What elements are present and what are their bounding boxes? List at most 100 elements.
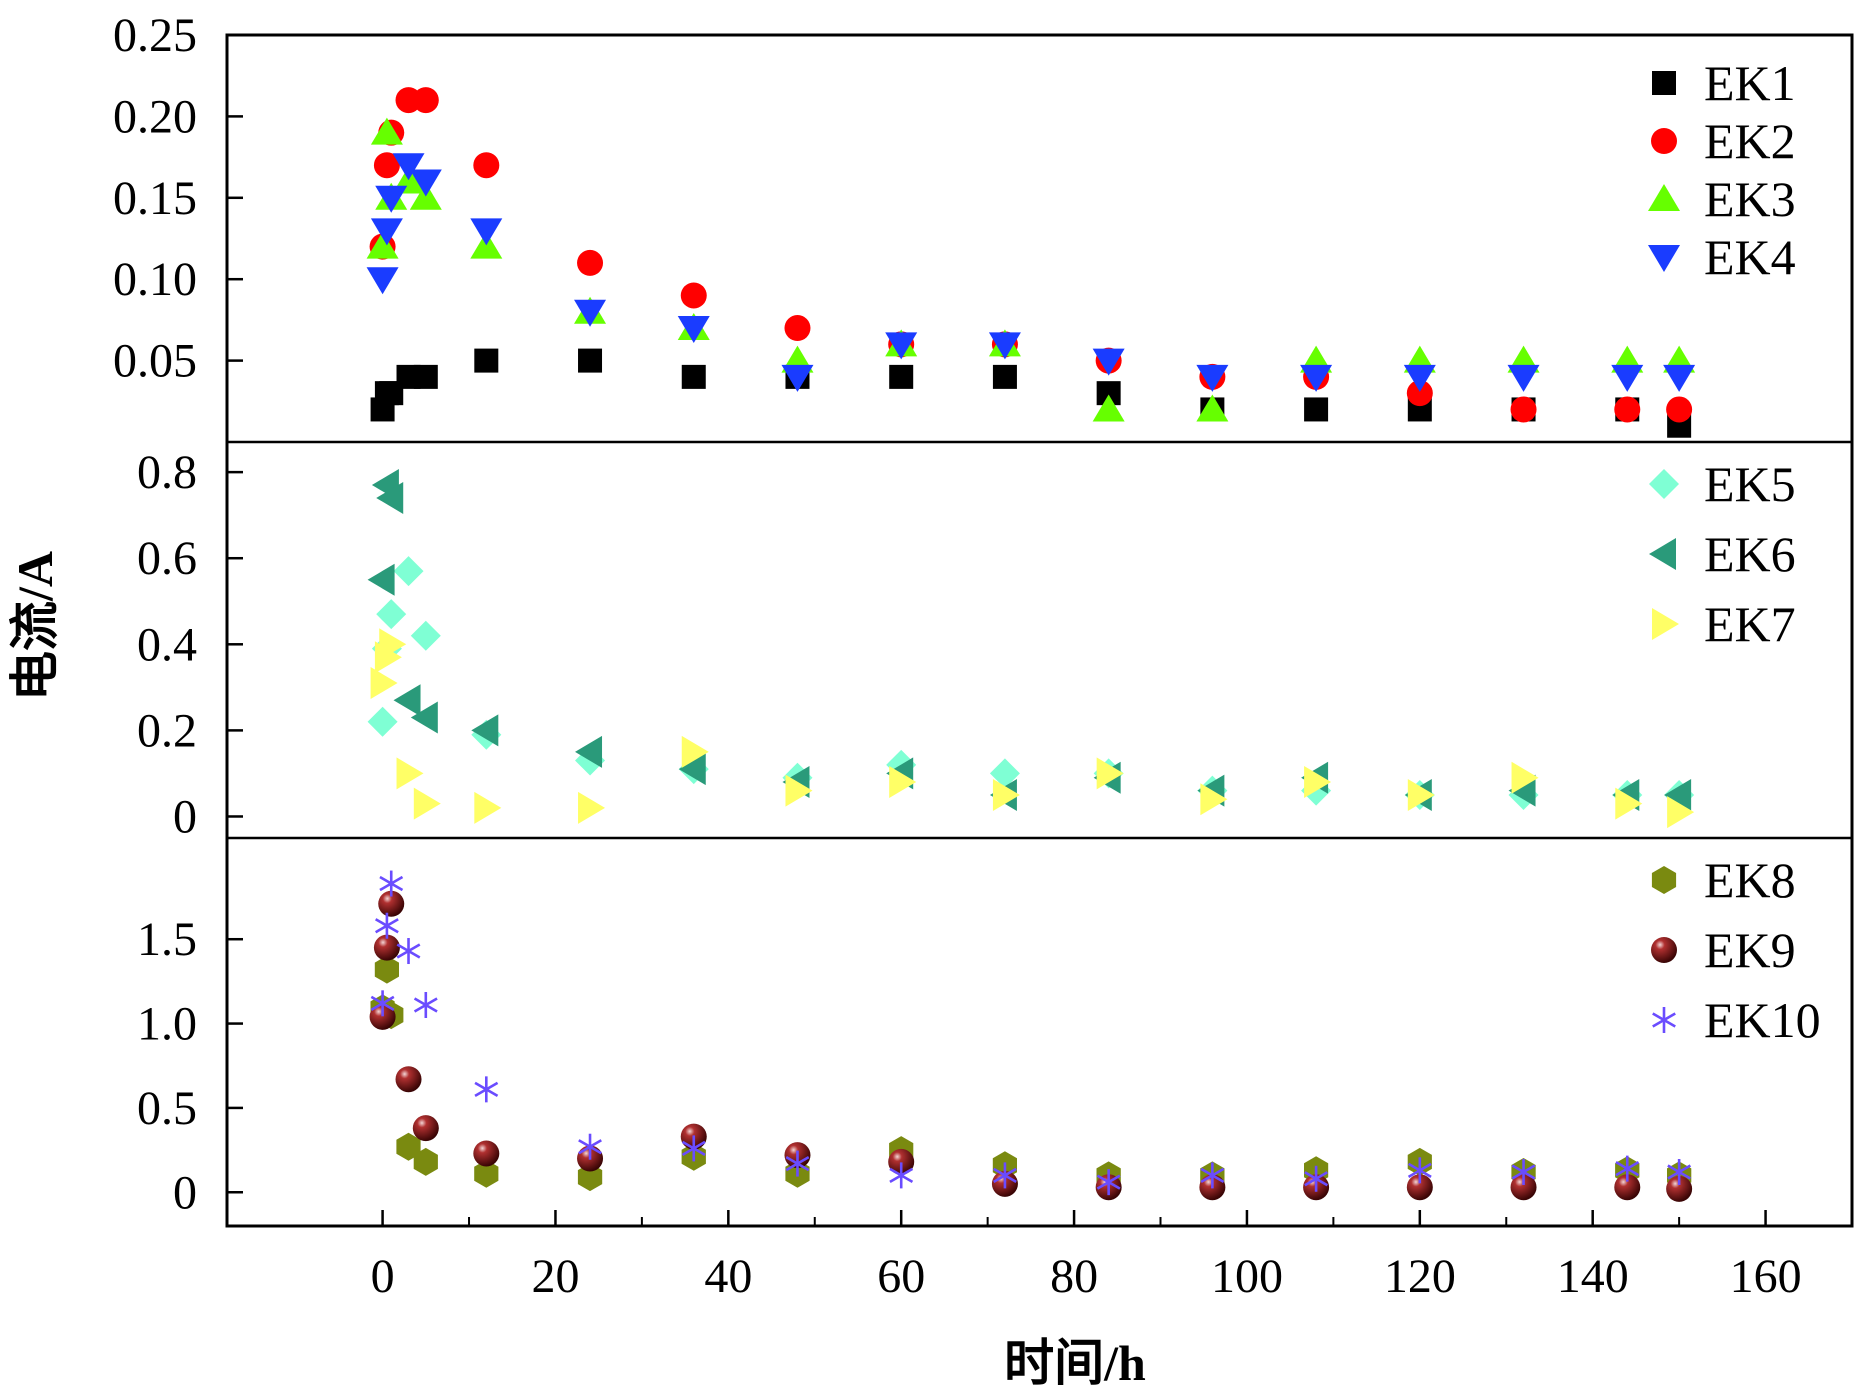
data-point <box>1304 766 1332 799</box>
data-point <box>1664 778 1692 811</box>
data-point <box>395 1066 422 1093</box>
data-point <box>375 185 408 213</box>
legend-marker <box>1648 245 1680 272</box>
x-tick-label: 0 <box>371 1250 395 1303</box>
data-point <box>1667 796 1695 829</box>
asterisk-stroke <box>578 1139 602 1155</box>
y-tick-label: 0.05 <box>113 335 197 388</box>
data-point <box>370 218 403 246</box>
data-point <box>473 1140 500 1167</box>
data-point <box>681 1135 706 1162</box>
data-point <box>413 1147 438 1176</box>
data-point <box>989 758 1020 789</box>
data-point <box>785 774 813 807</box>
data-point <box>373 934 400 961</box>
data-point <box>992 778 1020 811</box>
x-tick-label: 60 <box>877 1250 925 1303</box>
data-point <box>473 152 500 179</box>
x-tick-label: 120 <box>1384 1250 1456 1303</box>
data-point <box>677 316 710 344</box>
data-point <box>889 364 914 389</box>
x-axis-title: 时间/h <box>1004 1335 1146 1391</box>
data-point <box>577 249 604 276</box>
x-tick-label: 80 <box>1050 1250 1098 1303</box>
asterisk-stroke <box>396 943 421 959</box>
data-point <box>681 364 706 389</box>
y-tick-label: 0.15 <box>113 172 197 225</box>
data-point <box>1304 1165 1329 1192</box>
legend-label: EK4 <box>1704 229 1796 285</box>
y-tick-label: 1.5 <box>137 913 197 966</box>
data-point <box>1507 364 1540 392</box>
data-point <box>1666 1175 1693 1202</box>
data-point <box>370 667 398 700</box>
data-point <box>889 1162 914 1189</box>
data-point <box>992 364 1017 389</box>
data-point <box>370 990 395 1017</box>
legend-marker <box>1652 1007 1676 1033</box>
data-point <box>781 364 814 392</box>
y-tick-label: 0.20 <box>113 90 197 143</box>
asterisk-stroke <box>1096 1174 1121 1190</box>
x-tick-label: 140 <box>1557 1250 1629 1303</box>
data-point <box>1510 396 1537 423</box>
plot-panels: 0.050.100.150.200.25EK1EK2EK3EK400.20.40… <box>113 9 1821 1219</box>
data-point <box>1614 396 1641 423</box>
series-ek4 <box>366 153 1696 392</box>
legend-marker <box>1651 866 1677 894</box>
asterisk-stroke <box>889 1167 914 1184</box>
data-point <box>369 1003 396 1030</box>
plot-frame <box>225 33 1854 1228</box>
legend-label: EK5 <box>1704 456 1796 512</box>
asterisk-stroke <box>1652 1012 1676 1028</box>
data-point <box>379 628 407 661</box>
data-point <box>374 955 399 984</box>
y-axis-title: 电流/A <box>7 551 63 701</box>
legend-marker <box>1648 184 1680 211</box>
data-point <box>396 938 421 965</box>
data-point <box>409 169 442 197</box>
data-point <box>888 1148 915 1175</box>
data-point <box>379 870 404 897</box>
data-point <box>392 153 425 181</box>
data-point <box>1406 380 1433 407</box>
data-point <box>1092 394 1125 422</box>
series-ek2 <box>369 87 1693 423</box>
data-point <box>376 481 404 514</box>
data-point <box>578 1133 602 1160</box>
asterisk-stroke <box>474 1081 499 1097</box>
legend-panel-3: EK8 EK9 EK10 <box>1651 852 1821 1048</box>
data-point <box>412 1115 439 1142</box>
data-point <box>681 735 709 768</box>
data-point <box>367 706 398 737</box>
data-point <box>1304 397 1329 422</box>
x-axis: 0 20 40 60 80 100 120 140 160 <box>371 1210 1802 1303</box>
data-point <box>1200 1162 1225 1189</box>
data-point <box>1614 1174 1641 1201</box>
data-point <box>993 1162 1017 1189</box>
data-point <box>1611 364 1644 392</box>
asterisk-stroke <box>1200 1167 1225 1184</box>
data-point <box>373 152 400 179</box>
data-point <box>413 992 438 1019</box>
asterisk-stroke <box>370 995 395 1011</box>
data-point <box>1615 1155 1640 1182</box>
legend-label: EK1 <box>1704 55 1796 111</box>
y-tick-label: 0.4 <box>137 618 197 671</box>
asterisk-stroke <box>1304 1171 1329 1187</box>
data-point <box>474 791 502 824</box>
data-point <box>474 348 499 373</box>
data-point <box>1667 1159 1692 1186</box>
data-point <box>578 791 606 824</box>
data-point <box>376 599 407 630</box>
y-tick-label: 0.8 <box>137 446 197 499</box>
data-point <box>410 620 441 651</box>
data-point <box>1407 1157 1432 1184</box>
data-point <box>885 332 918 360</box>
data-point <box>367 563 395 596</box>
data-point <box>578 348 603 373</box>
data-point <box>1406 1174 1433 1201</box>
data-point <box>577 1163 603 1192</box>
